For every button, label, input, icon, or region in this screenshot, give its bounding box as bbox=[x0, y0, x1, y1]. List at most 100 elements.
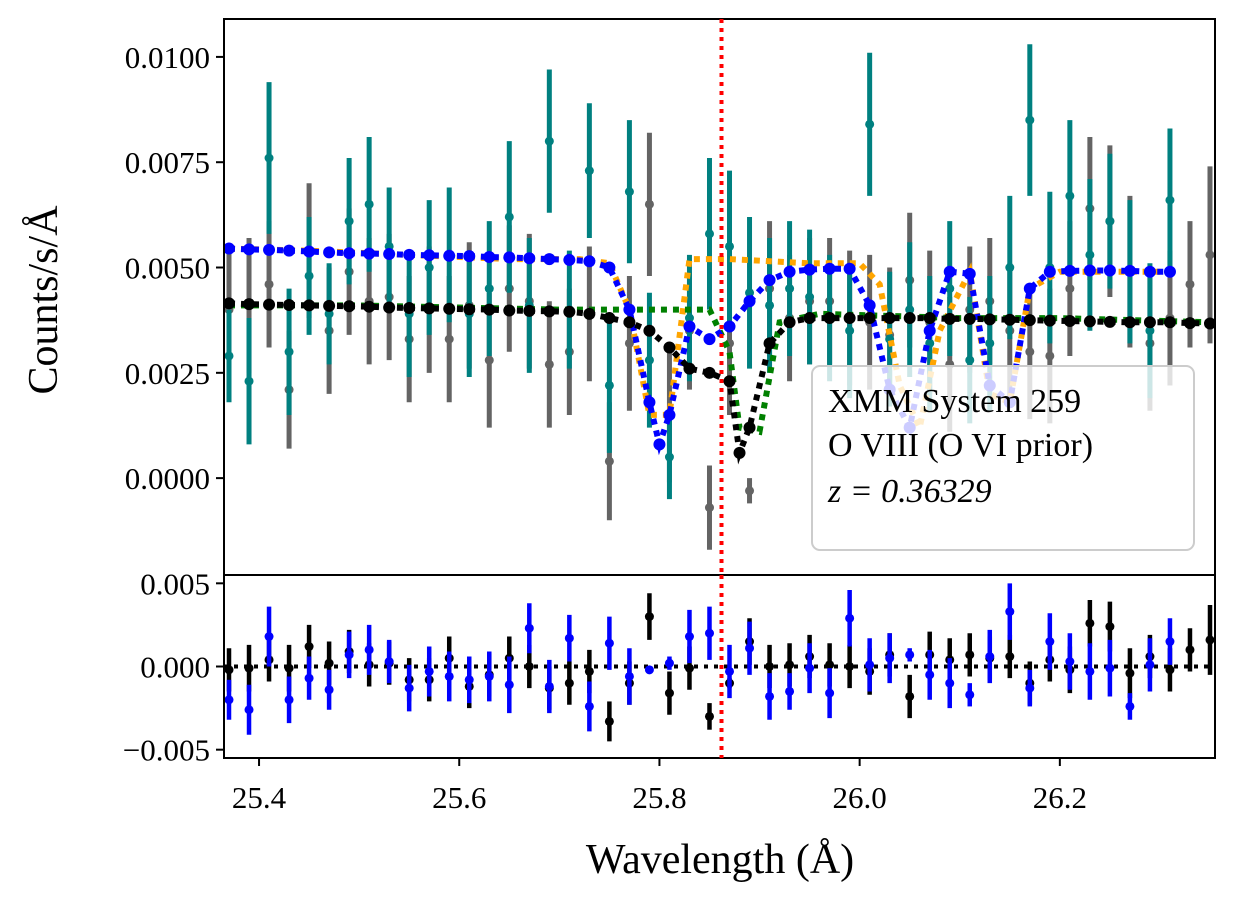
teal-data-point bbox=[1005, 263, 1015, 273]
blue-residuals-point bbox=[684, 632, 694, 642]
blue-residuals-point bbox=[304, 673, 314, 683]
teal-data-point bbox=[865, 119, 875, 129]
blue-residuals-point bbox=[845, 613, 855, 623]
black-residuals-point bbox=[905, 691, 915, 701]
blue-model-point bbox=[923, 324, 936, 337]
blue-residuals-point bbox=[1045, 637, 1055, 647]
blue-model-point bbox=[363, 247, 376, 260]
blue-model-point bbox=[403, 248, 416, 261]
black-model-point bbox=[963, 312, 976, 325]
black-residuals-point bbox=[1005, 652, 1015, 662]
gray-data-point bbox=[544, 359, 554, 369]
black-model-point bbox=[503, 304, 516, 317]
teal-data-point bbox=[965, 355, 975, 365]
legend-box bbox=[811, 365, 1195, 551]
blue-residuals-point bbox=[224, 695, 234, 705]
black-model-point bbox=[1083, 315, 1096, 328]
x-tick-label: 25.6 bbox=[432, 780, 486, 815]
teal-data-point bbox=[644, 355, 654, 365]
black-model-point bbox=[483, 303, 496, 316]
blue-residuals-point bbox=[644, 665, 654, 675]
black-residuals-point bbox=[524, 662, 534, 671]
teal-data-point bbox=[704, 229, 714, 239]
blue-residuals-point bbox=[1085, 666, 1095, 676]
black-model-point bbox=[283, 299, 296, 312]
blue-residuals-point bbox=[524, 623, 534, 633]
teal-data-point bbox=[664, 452, 674, 462]
blue-model-point bbox=[343, 247, 356, 260]
blue-residuals-point bbox=[925, 670, 935, 680]
black-residuals-point bbox=[244, 663, 254, 673]
gray-data-point bbox=[484, 355, 494, 365]
blue-model-point bbox=[383, 248, 396, 261]
black-residuals-point bbox=[1085, 618, 1095, 628]
black-model-point bbox=[523, 304, 536, 317]
black-model-point bbox=[863, 312, 876, 325]
black-model-point bbox=[583, 307, 596, 320]
blue-residuals-point bbox=[1145, 660, 1155, 670]
blue-model-point bbox=[653, 438, 666, 451]
black-model-point bbox=[383, 301, 396, 314]
legend: XMM System 259 O VIII (O VI prior) z = 0… bbox=[811, 365, 1195, 551]
black-model-point bbox=[303, 299, 316, 312]
bottom-panel: −0.005 0.000 0.005 bbox=[123, 566, 1216, 768]
blue-residuals-point bbox=[664, 658, 674, 668]
blue-residuals-point bbox=[704, 628, 714, 638]
blue-model-point bbox=[423, 249, 436, 262]
black-model-point bbox=[1063, 315, 1076, 328]
black-model-point bbox=[263, 298, 276, 311]
black-residuals-point bbox=[704, 711, 714, 721]
black-residuals-point bbox=[644, 612, 654, 622]
teal-data-point bbox=[424, 263, 434, 273]
black-model-point bbox=[323, 299, 336, 312]
black-model-point bbox=[683, 362, 696, 375]
black-residuals-point bbox=[564, 678, 574, 688]
blue-model-point bbox=[443, 249, 456, 262]
black-residuals-point bbox=[1185, 645, 1195, 655]
blue-residuals-point bbox=[1165, 637, 1175, 647]
black-residuals-point bbox=[845, 662, 855, 671]
blue-model-point bbox=[603, 261, 616, 274]
black-model-point bbox=[1183, 317, 1196, 330]
y-tick-label: 0.0025 bbox=[125, 356, 210, 391]
teal-data-point bbox=[1145, 326, 1155, 336]
blue-model-point bbox=[843, 262, 856, 275]
black-model-point bbox=[883, 312, 896, 325]
blue-residuals-point bbox=[765, 691, 775, 701]
blue-model-point bbox=[1103, 264, 1116, 277]
blue-model-point bbox=[543, 253, 556, 266]
y-tick-label: 0.0050 bbox=[125, 251, 210, 286]
y-tick-label: −0.005 bbox=[123, 733, 210, 768]
blue-model-point bbox=[263, 243, 276, 256]
blue-model-point bbox=[483, 250, 496, 263]
blue-residuals-point bbox=[544, 681, 554, 691]
teal-data-point bbox=[1065, 191, 1075, 201]
teal-data-point bbox=[304, 271, 314, 281]
y-axis-label: Counts/s/Å bbox=[21, 205, 67, 395]
black-model-point bbox=[733, 446, 746, 459]
black-residuals-point bbox=[584, 666, 594, 676]
gray-data-point bbox=[1025, 347, 1035, 357]
black-model-point bbox=[923, 312, 936, 325]
black-residuals-point bbox=[604, 716, 614, 726]
teal-data-point bbox=[725, 241, 735, 251]
top-panel: 0.0000 0.0025 0.0050 0.0075 0.0100 XMM Syste… bbox=[21, 18, 1216, 576]
black-residuals-point bbox=[224, 665, 234, 675]
teal-data-point bbox=[244, 376, 254, 386]
blue-model-point bbox=[1023, 282, 1036, 295]
x-axis-label: Wavelength (Å) bbox=[586, 837, 854, 883]
black-residuals-point bbox=[1165, 665, 1175, 675]
blue-residuals-point bbox=[244, 705, 254, 715]
y-tick-label: 0.0000 bbox=[125, 461, 210, 496]
blue-residuals-point bbox=[364, 645, 374, 655]
blue-residuals-point bbox=[604, 638, 614, 648]
teal-data-point bbox=[224, 351, 234, 361]
black-model-point bbox=[1163, 316, 1176, 329]
gray-data-point bbox=[604, 456, 614, 466]
black-residuals-point bbox=[825, 660, 835, 670]
teal-data-point bbox=[684, 313, 694, 323]
blue-model-point bbox=[223, 242, 236, 255]
black-residuals-point bbox=[1205, 635, 1215, 645]
blue-model-point bbox=[463, 250, 476, 263]
gray-data-point bbox=[264, 279, 274, 289]
